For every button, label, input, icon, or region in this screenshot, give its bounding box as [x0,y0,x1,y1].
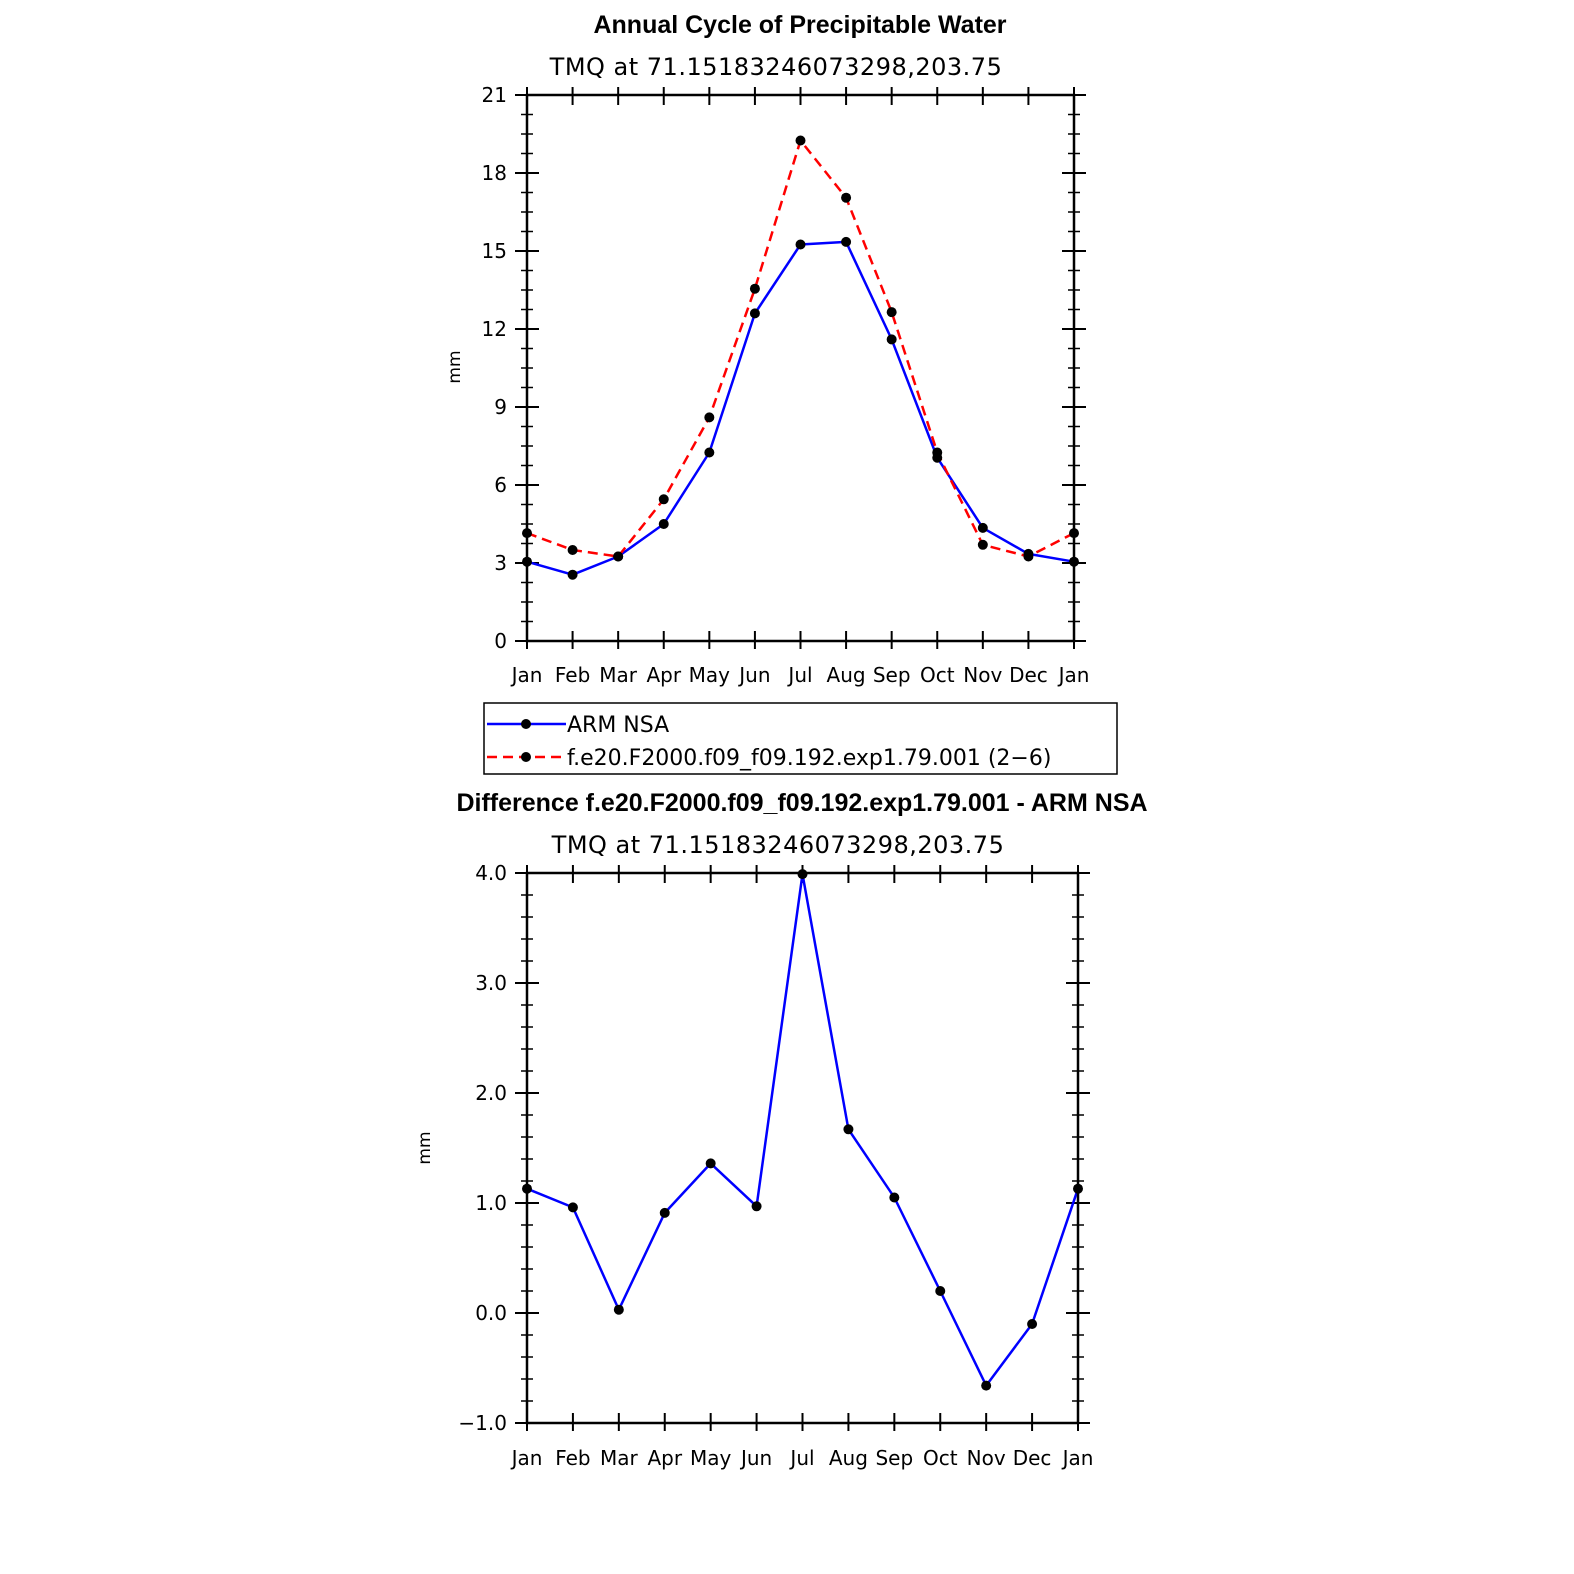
y-tick-label: 9 [494,395,507,419]
data-point [1027,1319,1038,1329]
chart-subtitle: TMQ at 71.15183246073298,203.75 [549,53,1003,81]
y-tick-label: 12 [482,317,507,341]
y-tick-label: 3 [494,551,507,575]
y-tick-label: 6 [494,473,507,497]
x-tick-label: Jul [788,1446,814,1470]
x-tick-label: Nov [967,1446,1006,1470]
y-tick-label: 0 [494,629,507,653]
chart-subtitle: TMQ at 71.15183246073298,203.75 [551,831,1005,859]
x-tick-label: Mar [600,1446,639,1470]
data-point [658,494,669,505]
x-tick-label: Jan [1057,663,1090,687]
data-point [843,1124,854,1135]
data-point [613,551,624,562]
x-tick-label: Sep [875,1446,913,1470]
chart-title: Annual Cycle of Precipitable Water [593,11,1006,39]
data-point [659,1207,670,1218]
difference-chart: Difference f.e20.F2000.f09_f09.192.exp1.… [415,789,1148,1470]
x-tick-label: Jun [737,663,770,687]
data-point [749,308,760,319]
data-point [932,447,943,458]
series-line-0 [526,872,1080,1387]
x-tick-label: Oct [923,1446,958,1470]
x-tick-label: Jul [786,663,812,687]
y-tick-label: 15 [482,239,507,263]
series-line-1 [526,139,1075,558]
data-point [841,236,852,247]
y-tick-label: 2.0 [475,1081,507,1105]
data-point [705,1158,716,1169]
data-point [889,1192,900,1203]
y-tick-label: 0.0 [475,1301,507,1325]
y-tick-label: 3.0 [475,971,507,995]
x-tick-label: Jan [510,1446,543,1470]
data-point [658,519,669,529]
x-tick-label: Apr [647,1446,682,1470]
data-point [749,283,760,294]
data-point [935,1286,946,1296]
x-tick-label: Aug [827,663,866,687]
data-point [567,1202,578,1213]
x-tick-label: Apr [646,663,681,687]
x-tick-label: Jun [739,1446,772,1470]
x-tick-label: Nov [963,663,1002,687]
x-tick-label: May [690,1446,732,1470]
x-tick-label: May [689,663,731,687]
x-tick-label: Dec [1009,663,1048,687]
chart-title: Difference f.e20.F2000.f09_f09.192.exp1.… [456,789,1147,817]
data-point [704,447,715,458]
data-point [886,307,897,318]
legend-marker-arm-nsa [521,719,531,729]
x-tick-label: Feb [555,663,590,687]
data-point [795,135,806,146]
data-point [981,1380,992,1391]
data-point [1023,551,1034,562]
x-tick-label: Mar [599,663,638,687]
x-tick-label: Dec [1013,1446,1052,1470]
data-point [977,522,988,533]
series-line-0 [526,240,1075,576]
data-point [751,1201,762,1212]
y-tick-label: 1.0 [475,1191,507,1215]
data-point [886,334,897,345]
plot-frame [525,93,1076,643]
legend-marker-model [521,752,531,762]
y-axis-label: mm [445,350,465,383]
x-tick-label: Jan [510,663,543,687]
x-tick-label: Feb [555,1446,590,1470]
y-tick-label: 4.0 [475,861,507,885]
data-point [704,412,715,423]
y-tick-label: 18 [482,161,507,185]
data-point [567,545,578,555]
data-point [977,539,988,550]
legend: ARM NSA f.e20.F2000.f09_f09.192.exp1.79.… [483,702,1118,775]
annual-cycle-chart: Annual Cycle of Precipitable Water TMQ a… [445,11,1089,687]
data-point [613,1304,624,1315]
y-axis-label: mm [415,1131,435,1164]
legend-label-arm-nsa: ARM NSA [567,713,669,738]
x-tick-label: Oct [920,663,955,687]
x-tick-label: Sep [873,663,911,687]
data-point [567,569,578,580]
plot-frame [525,871,1080,1425]
y-tick-label: −1.0 [458,1411,507,1435]
y-tick-label: 21 [482,83,507,107]
data-point [841,192,852,203]
legend-box [483,702,1118,775]
legend-label-model: f.e20.F2000.f09_f09.192.exp1.79.001 (2−6… [567,746,1051,771]
x-tick-label: Jan [1061,1446,1094,1470]
data-point [795,239,806,250]
x-tick-label: Aug [829,1446,868,1470]
